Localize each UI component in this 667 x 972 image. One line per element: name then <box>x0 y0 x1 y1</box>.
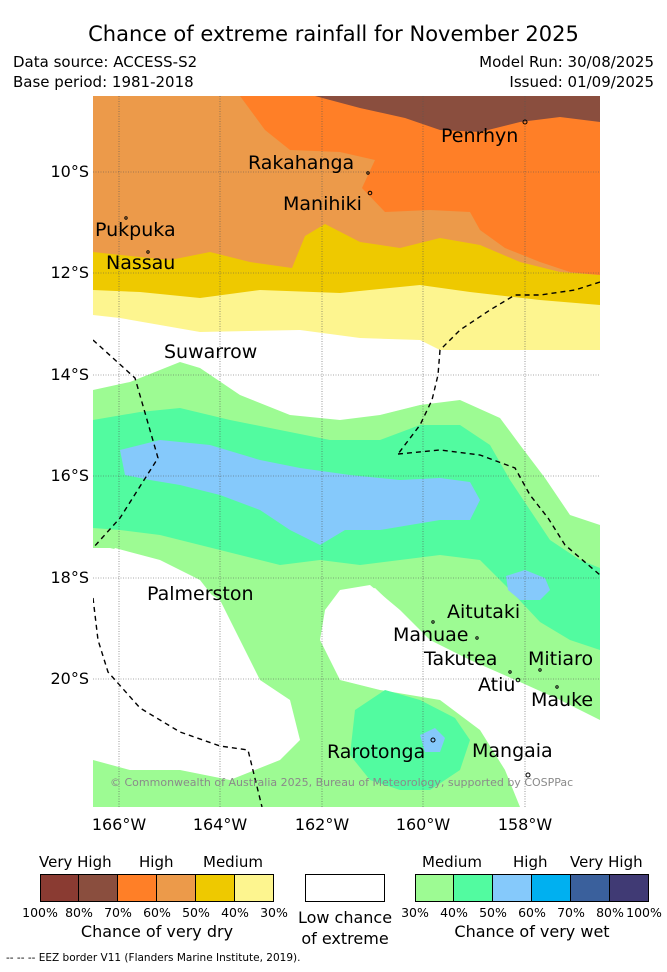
wet-tick: 40% <box>440 905 468 920</box>
wet-tick: 60% <box>518 905 546 920</box>
dry-tick: 100% <box>22 905 58 920</box>
map-title: Chance of extreme rainfall for November … <box>88 22 579 46</box>
place-manuae: Manuae <box>393 624 469 646</box>
place-mangaia: Mangaia <box>472 740 553 762</box>
place-atiu: Atiu <box>478 674 516 696</box>
wet-tick: 70% <box>557 905 585 920</box>
lon-label: 160°W <box>395 815 451 834</box>
colorbar-swatch <box>235 874 274 902</box>
base-period-label: Base period: 1981-2018 <box>13 73 194 91</box>
dry-tick: 70% <box>104 905 132 920</box>
wet-tick: 30% <box>401 905 429 920</box>
place-nassau: Nassau <box>106 252 176 274</box>
dry-header-high: High <box>139 853 174 871</box>
colorbar-swatch <box>118 874 157 902</box>
colorbar-swatch <box>79 874 118 902</box>
colorbar-swatch <box>157 874 196 902</box>
lon-label: 158°W <box>497 815 553 834</box>
dry-header-very-high: Very High <box>39 853 112 871</box>
data-source-label: Data source: ACCESS-S2 <box>13 53 198 71</box>
place-mauke: Mauke <box>531 689 594 711</box>
lon-label: 164°W <box>192 815 248 834</box>
wet-header-medium: Medium <box>422 853 482 871</box>
colorbar-swatch <box>493 874 532 902</box>
place-aitutaki: Aitutaki <box>447 601 521 623</box>
colorbar-swatch <box>571 874 610 902</box>
wet-tick: 100% <box>626 905 662 920</box>
colorbar-swatch <box>532 874 571 902</box>
place-manihiki: Manihiki <box>283 193 362 215</box>
place-pukpuka: Pukpuka <box>95 219 176 241</box>
lat-label: 16°S <box>50 466 89 485</box>
dry-tick: 60% <box>143 905 171 920</box>
copyright-text: © Commonwealth of Australia 2025, Bureau… <box>110 776 574 789</box>
dry-tick: 80% <box>65 905 93 920</box>
dry-tick: 40% <box>221 905 249 920</box>
neutral-caption-line1: Low chance <box>297 908 393 927</box>
lat-label: 10°S <box>50 162 89 181</box>
colorbar-swatch <box>415 874 454 902</box>
lat-label: 20°S <box>50 669 89 688</box>
colorbar-swatch <box>196 874 235 902</box>
wet-header-very-high: Very High <box>570 853 643 871</box>
dry-caption: Chance of very dry <box>80 922 234 941</box>
place-rakahanga: Rakahanga <box>248 152 355 174</box>
place-penrhyn: Penrhyn <box>441 125 519 147</box>
lat-label: 14°S <box>50 365 89 384</box>
dry-tick: 50% <box>182 905 210 920</box>
colorbar-swatch <box>40 874 79 902</box>
issued-date-label: Issued: 01/09/2025 <box>509 73 654 91</box>
model-run-label: Model Run: 30/08/2025 <box>479 53 654 71</box>
place-takutea: Takutea <box>424 648 498 670</box>
colorbar-swatch <box>454 874 493 902</box>
eez-border <box>93 281 600 807</box>
colorbar-swatch <box>610 874 649 902</box>
eez-border-note: -- -- -- EEZ border V11 (Flanders Marine… <box>6 952 301 964</box>
dry-tick: 30% <box>260 905 288 920</box>
place-mitiaro: Mitiaro <box>528 648 594 670</box>
place-suwarrow: Suwarrow <box>164 341 258 363</box>
rainfall-map <box>93 96 600 807</box>
wet-tick: 80% <box>596 905 624 920</box>
lat-label: 12°S <box>50 263 89 282</box>
lat-label: 18°S <box>50 568 89 587</box>
lon-label: 166°W <box>91 815 147 834</box>
wet-tick: 50% <box>479 905 507 920</box>
wet-caption: Chance of very wet <box>454 922 610 941</box>
neutral-caption-line2: of extreme <box>301 929 389 948</box>
place-palmerston: Palmerston <box>147 583 254 605</box>
lon-label: 162°W <box>294 815 350 834</box>
wet-header-high: High <box>513 853 548 871</box>
neutral-swatch <box>305 874 385 902</box>
dry-header-medium: Medium <box>203 853 263 871</box>
place-rarotonga: Rarotonga <box>327 741 426 763</box>
